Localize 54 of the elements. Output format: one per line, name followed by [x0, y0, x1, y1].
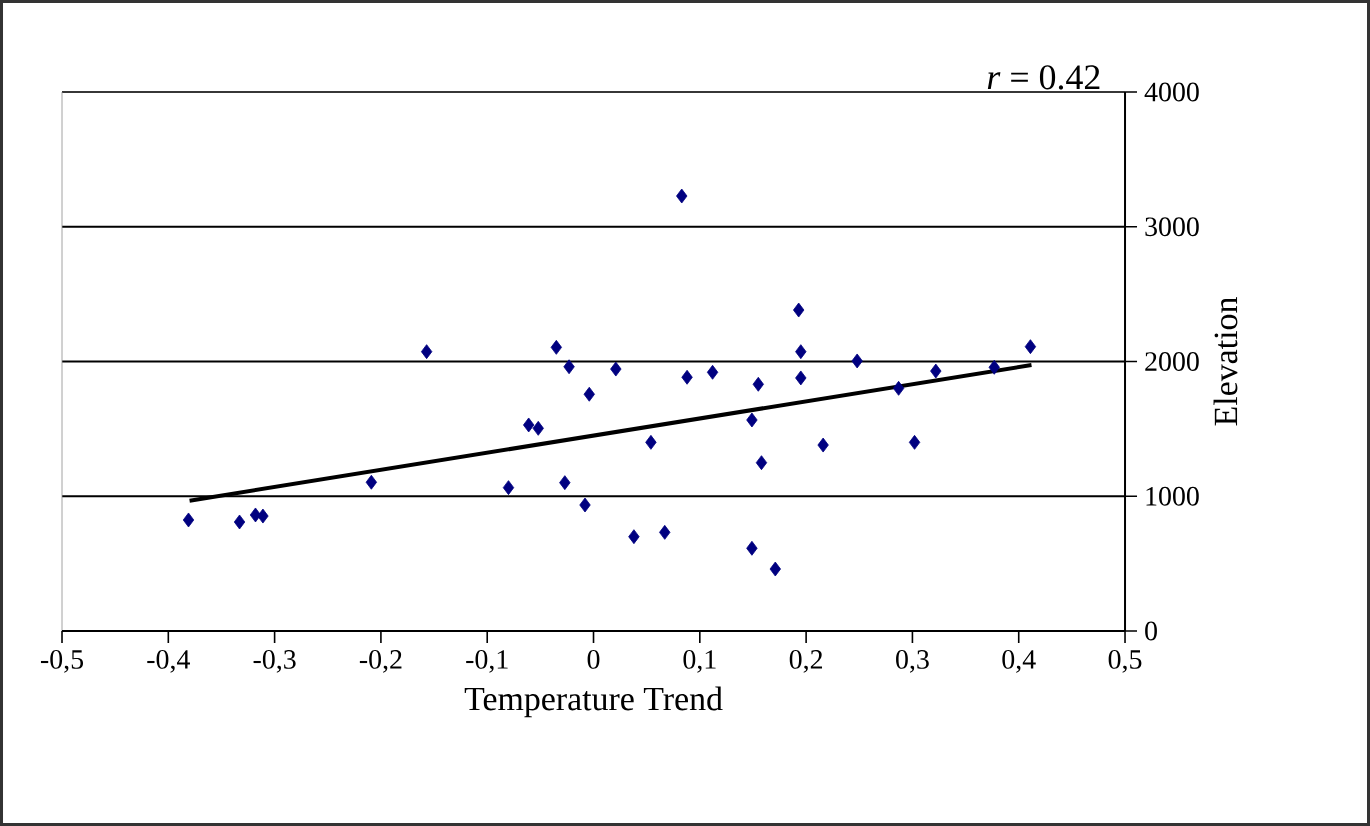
point [706, 364, 719, 380]
point [795, 344, 807, 360]
point [892, 380, 905, 396]
point [755, 455, 768, 471]
point [420, 344, 433, 360]
point [752, 376, 764, 392]
y-tick-label: 2000 [1145, 352, 1199, 371]
point [795, 370, 807, 386]
point [851, 353, 863, 369]
y-tick-label: 3000 [1145, 217, 1199, 237]
y-axis-title: Elevation [1213, 297, 1238, 426]
x-tick-label: 0,5 [1108, 650, 1142, 673]
point [559, 475, 571, 491]
point [365, 474, 377, 490]
y-tick-label: 0 [1145, 621, 1157, 641]
point [746, 540, 758, 556]
point [746, 412, 758, 428]
x-tick-label: -0,2 [359, 650, 402, 673]
point [579, 497, 591, 513]
x-tick-label: 0,4 [1002, 650, 1036, 673]
y-tick-label: 4000 [1144, 82, 1199, 102]
point [676, 188, 688, 204]
point [523, 417, 535, 433]
point [532, 420, 544, 436]
point [550, 339, 562, 355]
text: r = 0.42 [987, 65, 1100, 90]
point [645, 434, 657, 450]
point [610, 361, 622, 377]
point [182, 512, 195, 528]
x-tick-label: 0,2 [789, 650, 823, 673]
point [233, 514, 246, 530]
point [257, 508, 269, 524]
x-tick-label: -0,3 [253, 650, 296, 673]
point [769, 561, 781, 577]
point [583, 386, 595, 402]
point [930, 363, 942, 379]
point [988, 359, 1000, 375]
x-tick-label: 0,3 [896, 650, 929, 673]
point [681, 369, 693, 385]
point [502, 480, 515, 496]
point [659, 524, 671, 540]
point [793, 302, 805, 318]
x-tick-label: -0,5 [40, 650, 84, 673]
point [817, 437, 829, 453]
point [908, 434, 921, 450]
y-tick-label: 1000 [1146, 486, 1199, 506]
x-axis-title: Temperature Trend [464, 686, 723, 718]
point [1024, 339, 1037, 355]
point [628, 529, 640, 545]
x-tick-label: 0,1 [683, 650, 716, 673]
x-tick-label: 0 [587, 650, 600, 669]
point [563, 359, 575, 375]
x-tick-label: -0,4 [147, 650, 190, 673]
x-tick-label: -0,1 [466, 650, 508, 673]
